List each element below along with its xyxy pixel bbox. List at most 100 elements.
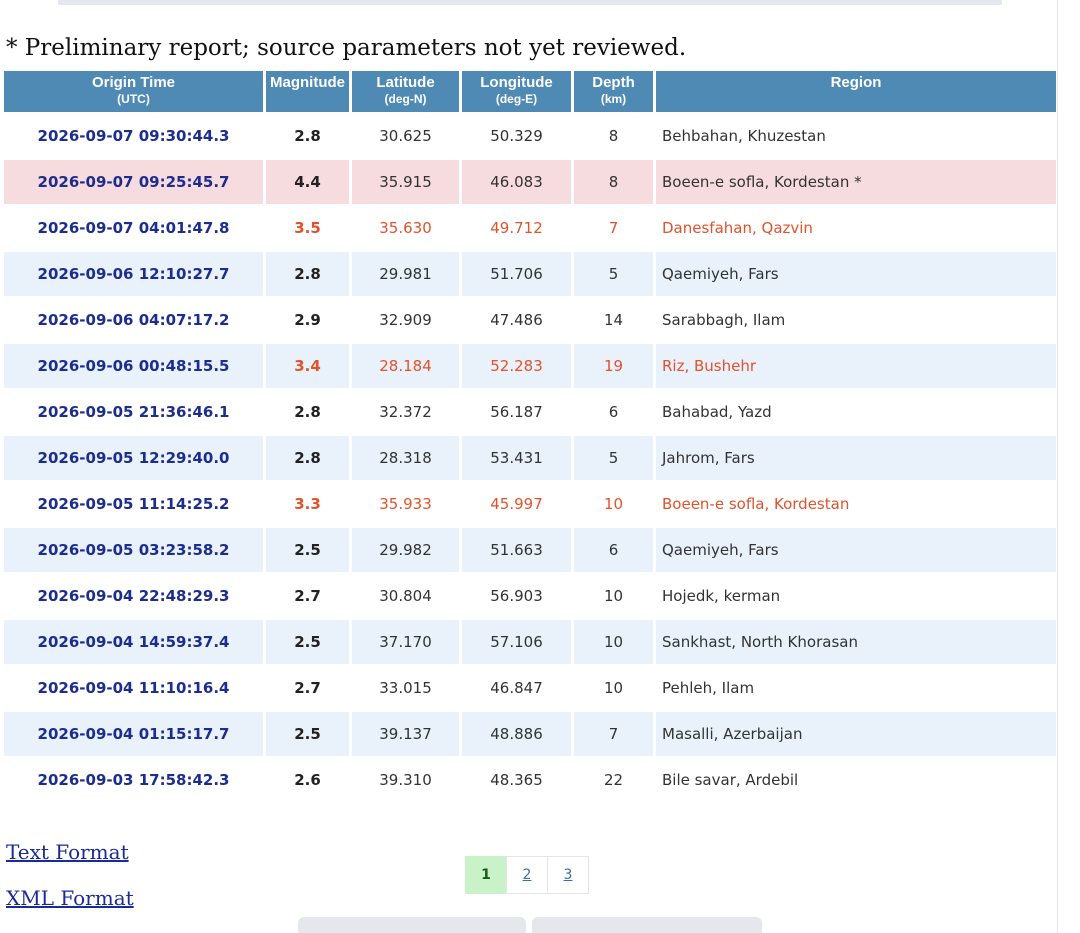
origin-time-cell[interactable]: 2026-09-04 11:10:16.4 xyxy=(4,664,266,710)
latitude-cell: 37.170 xyxy=(352,618,462,664)
origin-time-cell[interactable]: 2026-09-06 12:10:27.7 xyxy=(4,250,266,296)
longitude-cell: 51.663 xyxy=(462,526,574,572)
depth-cell: 19 xyxy=(574,342,656,388)
region-cell: Qaemiyeh, Fars xyxy=(656,526,1056,572)
origin-time-cell[interactable]: 2026-09-07 09:30:44.3 xyxy=(4,112,266,158)
origin-time-cell[interactable]: 2026-09-04 01:15:17.7 xyxy=(4,710,266,756)
text-format-link[interactable]: Text Format xyxy=(6,840,129,864)
preliminary-note: * Preliminary report; source parameters … xyxy=(6,35,687,61)
table-row[interactable]: 2026-09-07 04:01:47.8 3.5 35.630 49.712 7 Dan… xyxy=(4,204,1056,250)
origin-time-cell[interactable]: 2026-09-07 09:25:45.7 xyxy=(4,158,266,204)
table-row[interactable]: 2026-09-05 12:29:40.0 2.8 28.318 53.431 5 Jah… xyxy=(4,434,1056,480)
depth-cell: 6 xyxy=(574,526,656,572)
col-origin-time: Origin Time (UTC) xyxy=(4,71,266,112)
origin-time-cell[interactable]: 2026-09-07 04:01:47.8 xyxy=(4,204,266,250)
magnitude-cell: 2.5 xyxy=(266,526,352,572)
longitude-cell: 48.886 xyxy=(462,710,574,756)
magnitude-cell: 3.4 xyxy=(266,342,352,388)
latitude-cell: 32.909 xyxy=(352,296,462,342)
latitude-cell: 33.015 xyxy=(352,664,462,710)
origin-time-cell[interactable]: 2026-09-03 17:58:42.3 xyxy=(4,756,266,802)
longitude-cell: 51.706 xyxy=(462,250,574,296)
depth-cell: 22 xyxy=(574,756,656,802)
longitude-cell: 56.903 xyxy=(462,572,574,618)
table-row[interactable]: 2026-09-04 22:48:29.3 2.7 30.804 56.903 10 Ho… xyxy=(4,572,1056,618)
latitude-cell: 28.184 xyxy=(352,342,462,388)
longitude-cell: 52.283 xyxy=(462,342,574,388)
origin-time-cell[interactable]: 2026-09-04 22:48:29.3 xyxy=(4,572,266,618)
region-cell: Sarabbagh, Ilam xyxy=(656,296,1056,342)
region-cell: Hojedk, kerman xyxy=(656,572,1056,618)
origin-time-cell[interactable]: 2026-09-05 11:14:25.2 xyxy=(4,480,266,526)
col-magnitude: Magnitude xyxy=(266,71,352,112)
region-cell: Jahrom, Fars xyxy=(656,434,1056,480)
depth-cell: 14 xyxy=(574,296,656,342)
col-region: Region xyxy=(656,71,1056,112)
depth-cell: 6 xyxy=(574,388,656,434)
table-row[interactable]: 2026-09-06 00:48:15.5 3.4 28.184 52.283 19 Ri… xyxy=(4,342,1056,388)
region-cell: Pehleh, Ilam xyxy=(656,664,1056,710)
depth-cell: 8 xyxy=(574,158,656,204)
table-row[interactable]: 2026-09-04 14:59:37.4 2.5 37.170 57.106 10 Sa… xyxy=(4,618,1056,664)
origin-time-cell[interactable]: 2026-09-05 21:36:46.1 xyxy=(4,388,266,434)
region-cell: Sankhast, North Khorasan xyxy=(656,618,1056,664)
magnitude-cell: 2.5 xyxy=(266,710,352,756)
table-row[interactable]: 2026-09-03 17:58:42.3 2.6 39.310 48.365 22 Bi… xyxy=(4,756,1056,802)
origin-time-cell[interactable]: 2026-09-06 04:07:17.2 xyxy=(4,296,266,342)
longitude-cell: 47.486 xyxy=(462,296,574,342)
depth-cell: 7 xyxy=(574,204,656,250)
table-row[interactable]: 2026-09-06 12:10:27.7 2.8 29.981 51.706 5 Qae… xyxy=(4,250,1056,296)
origin-time-cell[interactable]: 2026-09-05 12:29:40.0 xyxy=(4,434,266,480)
depth-cell: 10 xyxy=(574,480,656,526)
table-row[interactable]: 2026-09-05 11:14:25.2 3.3 35.933 45.997 10 Bo… xyxy=(4,480,1056,526)
latitude-cell: 39.310 xyxy=(352,756,462,802)
depth-cell: 8 xyxy=(574,112,656,158)
latitude-cell: 29.982 xyxy=(352,526,462,572)
depth-cell: 5 xyxy=(574,250,656,296)
longitude-cell: 48.365 xyxy=(462,756,574,802)
latitude-cell: 35.915 xyxy=(352,158,462,204)
magnitude-cell: 2.8 xyxy=(266,388,352,434)
latitude-cell: 39.137 xyxy=(352,710,462,756)
longitude-cell: 57.106 xyxy=(462,618,574,664)
table-row[interactable]: 2026-09-07 09:25:45.7 4.4 35.915 46.083 8 Boe… xyxy=(4,158,1056,204)
longitude-cell: 45.997 xyxy=(462,480,574,526)
table-row[interactable]: 2026-09-04 01:15:17.7 2.5 39.137 48.886 7 Mas… xyxy=(4,710,1056,756)
longitude-cell: 53.431 xyxy=(462,434,574,480)
right-border xyxy=(1057,0,1058,933)
region-cell: Bile savar, Ardebil xyxy=(656,756,1056,802)
table-row[interactable]: 2026-09-06 04:07:17.2 2.9 32.909 47.486 14 Sa… xyxy=(4,296,1056,342)
page-1-link[interactable]: 1 xyxy=(465,856,507,894)
col-longitude: Longitude (deg-E) xyxy=(462,71,574,112)
table-header-row: Origin Time (UTC) Magnitude Latitude (deg-… xyxy=(4,71,1056,112)
region-cell: Bahabad, Yazd xyxy=(656,388,1056,434)
latitude-cell: 35.630 xyxy=(352,204,462,250)
magnitude-cell: 3.3 xyxy=(266,480,352,526)
longitude-cell: 56.187 xyxy=(462,388,574,434)
origin-time-cell[interactable]: 2026-09-04 14:59:37.4 xyxy=(4,618,266,664)
magnitude-cell: 2.7 xyxy=(266,572,352,618)
page-2-link[interactable]: 2 xyxy=(506,856,548,894)
latitude-cell: 28.318 xyxy=(352,434,462,480)
xml-format-link[interactable]: XML Format xyxy=(6,886,134,910)
bottom-button-left[interactable] xyxy=(298,917,526,933)
longitude-cell: 50.329 xyxy=(462,112,574,158)
latitude-cell: 30.625 xyxy=(352,112,462,158)
origin-time-cell[interactable]: 2026-09-06 00:48:15.5 xyxy=(4,342,266,388)
table-row[interactable]: 2026-09-05 21:36:46.1 2.8 32.372 56.187 6 Bah… xyxy=(4,388,1056,434)
region-cell: Behbahan, Khuzestan xyxy=(656,112,1056,158)
magnitude-cell: 2.6 xyxy=(266,756,352,802)
bottom-button-right[interactable] xyxy=(532,917,762,933)
table-row[interactable]: 2026-09-05 03:23:58.2 2.5 29.982 51.663 6 Qae… xyxy=(4,526,1056,572)
longitude-cell: 46.083 xyxy=(462,158,574,204)
table-row[interactable]: 2026-09-07 09:30:44.3 2.8 30.625 50.329 8 Beh… xyxy=(4,112,1056,158)
region-cell: Boeen-e sofla, Kordestan * xyxy=(656,158,1056,204)
col-latitude: Latitude (deg-N) xyxy=(352,71,462,112)
latitude-cell: 35.933 xyxy=(352,480,462,526)
table-row[interactable]: 2026-09-04 11:10:16.4 2.7 33.015 46.847 10 Pe… xyxy=(4,664,1056,710)
longitude-cell: 46.847 xyxy=(462,664,574,710)
region-cell: Danesfahan, Qazvin xyxy=(656,204,1056,250)
page-3-link[interactable]: 3 xyxy=(547,856,589,894)
region-cell: Riz, Bushehr xyxy=(656,342,1056,388)
origin-time-cell[interactable]: 2026-09-05 03:23:58.2 xyxy=(4,526,266,572)
